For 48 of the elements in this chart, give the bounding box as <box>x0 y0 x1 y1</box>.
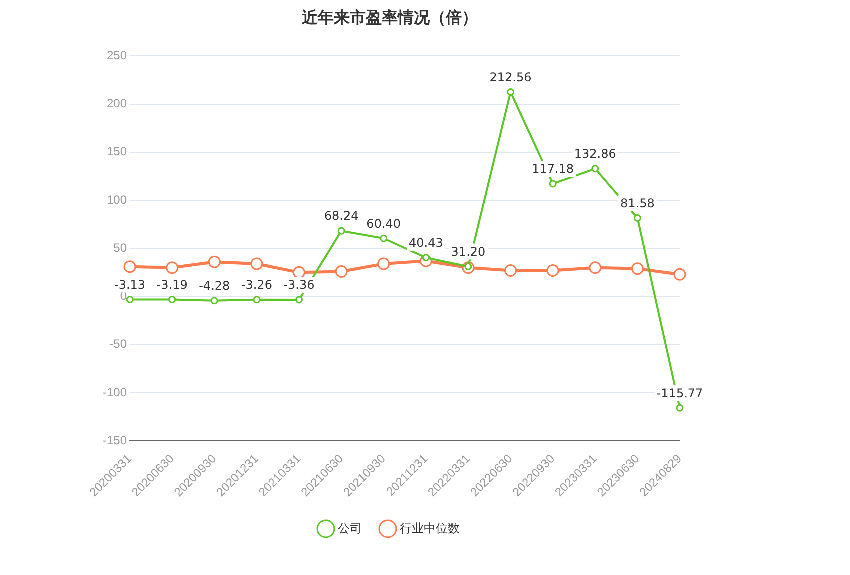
data-label: -115.77 <box>656 386 704 400</box>
y-tick-label: 250 <box>106 48 128 63</box>
data-label: 212.56 <box>490 70 532 84</box>
point <box>676 404 684 412</box>
y-tick-label: 100 <box>106 192 128 207</box>
data-label: -3.26 <box>241 278 272 292</box>
y-tick-label: 200 <box>106 96 128 111</box>
data-label: -3.36 <box>284 278 315 292</box>
point <box>295 296 303 304</box>
data-label: -3.19 <box>156 278 188 292</box>
point <box>208 256 221 268</box>
y-tick-label: -150 <box>102 433 128 448</box>
chart-title: 近年来市盈率情况（倍） <box>301 8 478 27</box>
legend-label: 行业中位数 <box>400 521 460 536</box>
data-label: 68.24 <box>324 209 359 224</box>
point <box>589 262 602 274</box>
point <box>507 88 515 96</box>
point <box>549 180 557 188</box>
point <box>168 296 176 304</box>
data-label: 31.20 <box>451 244 486 259</box>
point <box>253 296 261 304</box>
point <box>546 264 560 278</box>
data-label: -4.28 <box>199 278 230 293</box>
point <box>378 258 390 270</box>
y-tick-label: -50 <box>110 337 128 352</box>
point <box>338 227 346 235</box>
point <box>592 165 600 173</box>
data-label: 60.40 <box>366 216 402 231</box>
legend-label: 公司 <box>338 521 362 536</box>
data-label: 117.18 <box>532 162 574 176</box>
point <box>126 296 134 304</box>
point <box>210 297 218 305</box>
point <box>380 234 388 242</box>
data-label: 40.43 <box>408 236 444 250</box>
data-label: -3.13 <box>114 278 146 292</box>
point <box>631 262 644 276</box>
point <box>504 264 518 278</box>
y-tick-label: 50 <box>114 240 128 255</box>
point <box>250 258 264 270</box>
point <box>634 214 642 222</box>
point <box>124 260 136 274</box>
point <box>335 265 348 278</box>
data-label: 81.58 <box>620 196 655 210</box>
y-tick-label: -100 <box>102 385 128 400</box>
y-tick-label: 150 <box>106 144 128 159</box>
data-label: 132.86 <box>574 147 616 162</box>
point <box>166 262 179 274</box>
point <box>674 268 686 281</box>
